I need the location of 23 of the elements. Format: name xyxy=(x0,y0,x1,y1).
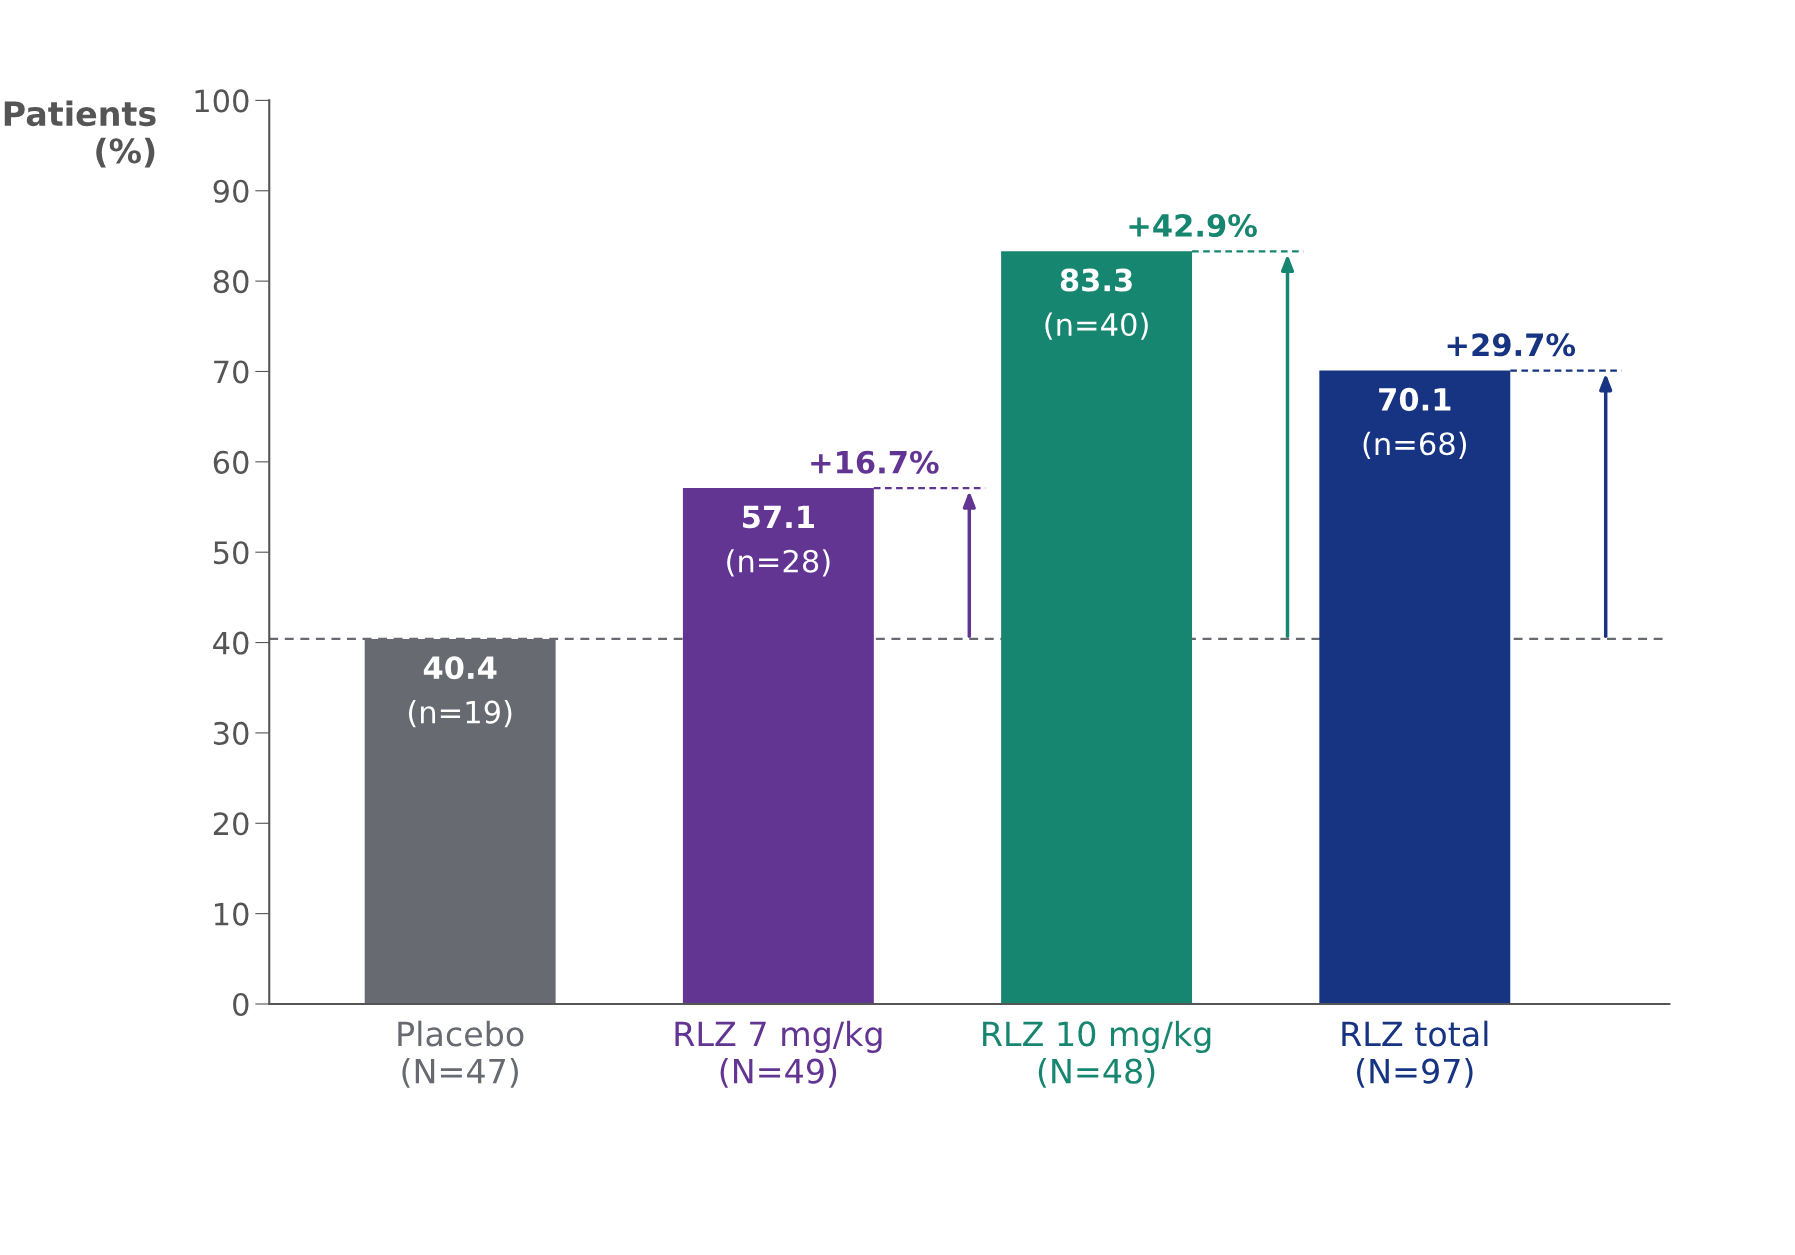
x-tick-label: RLZ 10 mg/kg (N=48) xyxy=(983,1020,1211,1088)
y-tick-label: 50 xyxy=(213,541,249,565)
y-tick-label: 10 xyxy=(214,902,249,926)
data-label: 70.1 (n=68) xyxy=(1363,387,1466,459)
x-tick-label: RLZ 7 mg/kg (N=49) xyxy=(675,1020,882,1088)
data-label: 40.4 (n=19) xyxy=(408,656,512,728)
y-tick-label: 30 xyxy=(213,721,249,745)
y-tick-label: 60 xyxy=(213,450,249,474)
annotation: +42.9% xyxy=(1129,213,1257,238)
y-tick-label: 40 xyxy=(213,631,249,655)
y-tick-label: 0 xyxy=(233,992,249,1017)
data-label: 57.1 (n=28) xyxy=(727,505,830,577)
x-tick-label: Placebo (N=47) xyxy=(398,1020,524,1088)
x-tick-label: RLZ total (N=97) xyxy=(1342,1020,1488,1088)
y-tick-label: 100 xyxy=(195,89,249,113)
y-tick-label: 20 xyxy=(213,812,249,836)
annotation: +29.7% xyxy=(1447,333,1576,357)
y-axis-title: Patients (%) xyxy=(4,100,156,168)
y-tick-label: 70 xyxy=(214,360,249,384)
y-tick-label: 80 xyxy=(213,270,249,294)
y-tick-label: 90 xyxy=(213,179,249,203)
annotation: +16.7% xyxy=(811,450,939,474)
data-label: 83.3 (n=40) xyxy=(1045,268,1148,340)
